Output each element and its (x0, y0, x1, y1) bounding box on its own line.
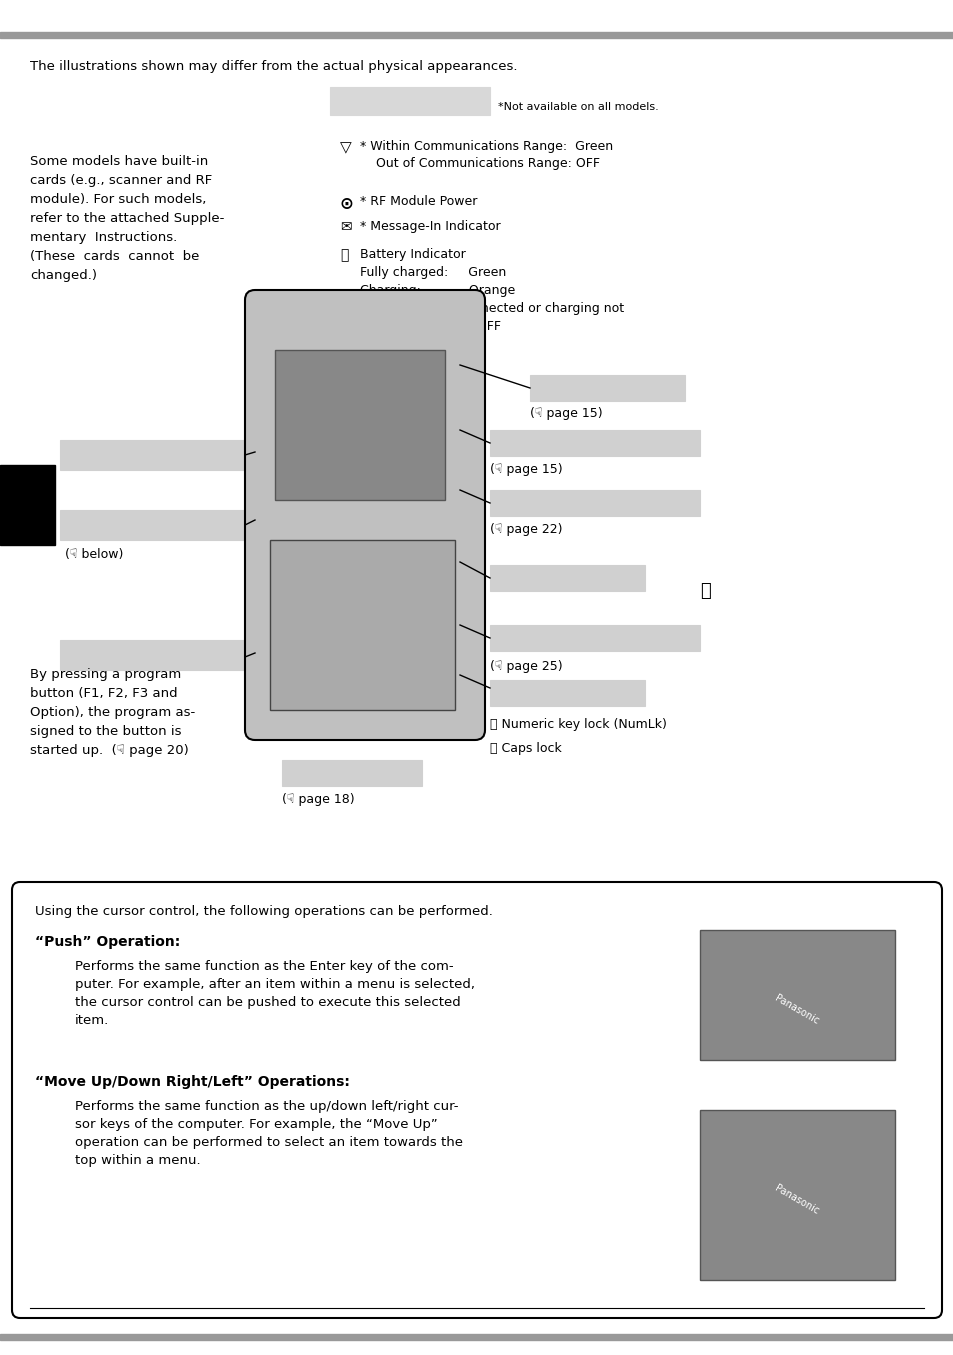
Text: By pressing a program
button (F1, F2, F3 and
Option), the program as-
signed to : By pressing a program button (F1, F2, F3… (30, 668, 195, 757)
Text: The illustrations shown may differ from the actual physical appearances.: The illustrations shown may differ from … (30, 60, 517, 73)
Text: Performs the same function as the up/down left/right cur-
sor keys of the comput: Performs the same function as the up/dow… (75, 1100, 462, 1167)
Text: (☟ page 18): (☟ page 18) (282, 793, 355, 806)
FancyBboxPatch shape (12, 882, 941, 1318)
Text: (☟ page 15): (☟ page 15) (530, 406, 602, 420)
Bar (490, 565, 644, 591)
Bar (330, 87, 490, 115)
Bar (490, 680, 644, 706)
Text: ▽: ▽ (339, 140, 352, 154)
Text: ✉: ✉ (339, 220, 352, 234)
Bar (270, 541, 455, 710)
Text: *Not available on all models.: *Not available on all models. (497, 102, 659, 112)
Text: 🔢 Numeric key lock (NumLk): 🔢 Numeric key lock (NumLk) (490, 718, 666, 730)
Text: “Move Up/Down Right/Left” Operations:: “Move Up/Down Right/Left” Operations: (35, 1075, 350, 1089)
Text: “Push” Operation:: “Push” Operation: (35, 935, 180, 948)
Bar (700, 930, 894, 1060)
Text: Some models have built-in
cards (e.g., scanner and RF
module). For such models,
: Some models have built-in cards (e.g., s… (30, 154, 224, 282)
Bar (60, 440, 245, 470)
Bar (60, 640, 245, 669)
Text: (☟ page 25): (☟ page 25) (490, 660, 562, 673)
Bar (700, 1110, 894, 1280)
Text: ⊙: ⊙ (339, 195, 354, 213)
Bar (490, 625, 700, 650)
Text: Panasonic: Panasonic (772, 1183, 820, 1217)
Text: Panasonic: Panasonic (772, 993, 820, 1027)
Bar (530, 375, 684, 401)
Text: (☟ page 15): (☟ page 15) (490, 463, 562, 476)
Text: 🅰 Caps lock: 🅰 Caps lock (490, 743, 561, 755)
FancyBboxPatch shape (245, 290, 484, 740)
Bar (490, 430, 700, 457)
Text: ⏻: ⏻ (700, 583, 710, 600)
Text: (☟ page 22): (☟ page 22) (490, 523, 562, 537)
Bar (282, 760, 421, 786)
Bar (0, 465, 55, 545)
Text: Performs the same function as the Enter key of the com-
puter. For example, afte: Performs the same function as the Enter … (75, 959, 475, 1027)
Text: Battery Indicator
Fully charged:     Green
Charging:            Orange
AC adapto: Battery Indicator Fully charged: Green C… (359, 248, 623, 333)
Text: * Message-In Indicator: * Message-In Indicator (359, 220, 500, 233)
Text: Using the cursor control, the following operations can be performed.: Using the cursor control, the following … (35, 905, 493, 917)
Text: * Within Communications Range:  Green
    Out of Communications Range: OFF: * Within Communications Range: Green Out… (359, 140, 613, 169)
Bar (60, 509, 245, 541)
Text: (☟ below): (☟ below) (65, 547, 123, 561)
Bar (0, 33, 953, 38)
Bar (274, 350, 444, 500)
Bar (490, 491, 700, 516)
Text: * RF Module Power: * RF Module Power (359, 195, 476, 209)
Bar (0, 1335, 953, 1340)
Text: 🔋: 🔋 (339, 248, 348, 262)
